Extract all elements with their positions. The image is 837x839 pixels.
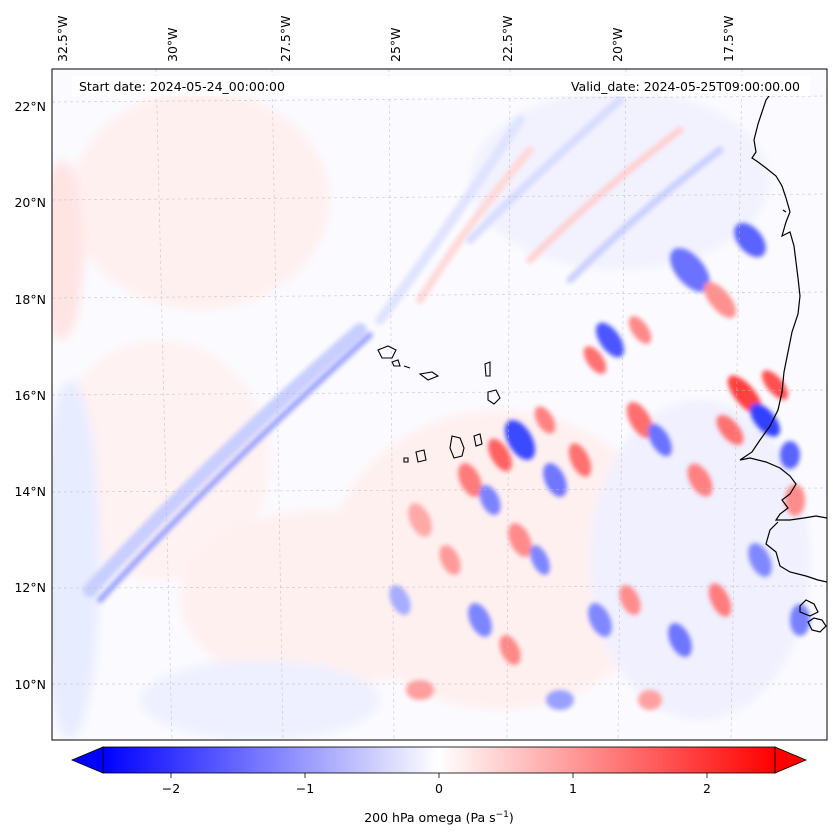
lat-label: 20°N [14,195,46,210]
omega-field [52,90,810,740]
colorbar-extend-max [774,746,808,774]
longitude-labels: 32.5°W 30°W 27.5°W 25°W 22.5°W 20°W 17.5… [55,16,736,62]
colorbar-tick-label: −1 [296,781,314,796]
lat-label: 12°N [14,580,46,595]
lon-label: 32.5°W [55,16,70,62]
colorbar-tick-label: 0 [435,781,443,796]
sao-vicente [391,359,401,367]
start-date-label: Start date: 2024-05-24_00:00:00 [79,79,285,94]
lat-label: 14°N [14,484,46,499]
santa-luzia [403,365,411,369]
santiago [449,435,465,459]
bijagos-island [799,599,819,617]
lon-label: 17.5°W [721,16,736,62]
colorbar-tick-label: 1 [569,781,577,796]
colorbar-label-main: 200 hPa omega (Pa s [364,810,495,825]
lat-label: 22°N [14,99,46,114]
valid-date-label: Valid_date: 2024-05-25T09:00:00.00 [571,79,800,94]
fogo [415,449,427,463]
colorbar-label-sup: −1 [496,810,509,820]
colorbar-ticks [170,773,708,778]
lon-label: 25°W [388,27,403,62]
colorbar-tick-label: −2 [162,781,180,796]
lon-label: 30°W [165,27,180,62]
lon-label: 22.5°W [500,16,515,62]
coast-fragment [782,209,787,213]
map-panel [52,69,827,740]
colorbar-label: 200 hPa omega (Pa s−1) [364,810,514,825]
colorbar-label-end: ) [509,810,514,825]
colorbar-gradient [103,747,775,773]
broad-tints [52,90,810,740]
boa-vista [487,389,501,405]
diagonal-band [83,96,724,603]
lat-label: 18°N [14,292,46,307]
map-frame [51,68,828,741]
lon-label: 27.5°W [278,16,293,62]
africa-coast-south [765,521,827,583]
coastline [739,91,827,633]
colorbar-tick-label: 2 [703,781,711,796]
lon-label: 20°W [610,27,625,62]
africa-coast [739,91,827,521]
graticule [52,69,827,740]
brava [403,457,409,463]
lat-label: 16°N [14,388,46,403]
sao-nicolau [418,371,440,381]
maio [473,433,483,447]
bijagos-island-2 [807,617,827,633]
lat-label: 10°N [14,677,46,692]
latitude-labels: 22°N 20°N 18°N 16°N 14°N 12°N 10°N [14,99,46,692]
colorbar: −2 −1 0 1 2 200 hPa omega (Pa s−1) [70,746,808,825]
cabo-verde-islands [377,345,501,463]
header-strip [72,76,810,96]
sal [484,361,491,377]
santo-antao [377,345,397,359]
convective-patches [389,222,810,710]
colorbar-extend-min [70,746,104,774]
